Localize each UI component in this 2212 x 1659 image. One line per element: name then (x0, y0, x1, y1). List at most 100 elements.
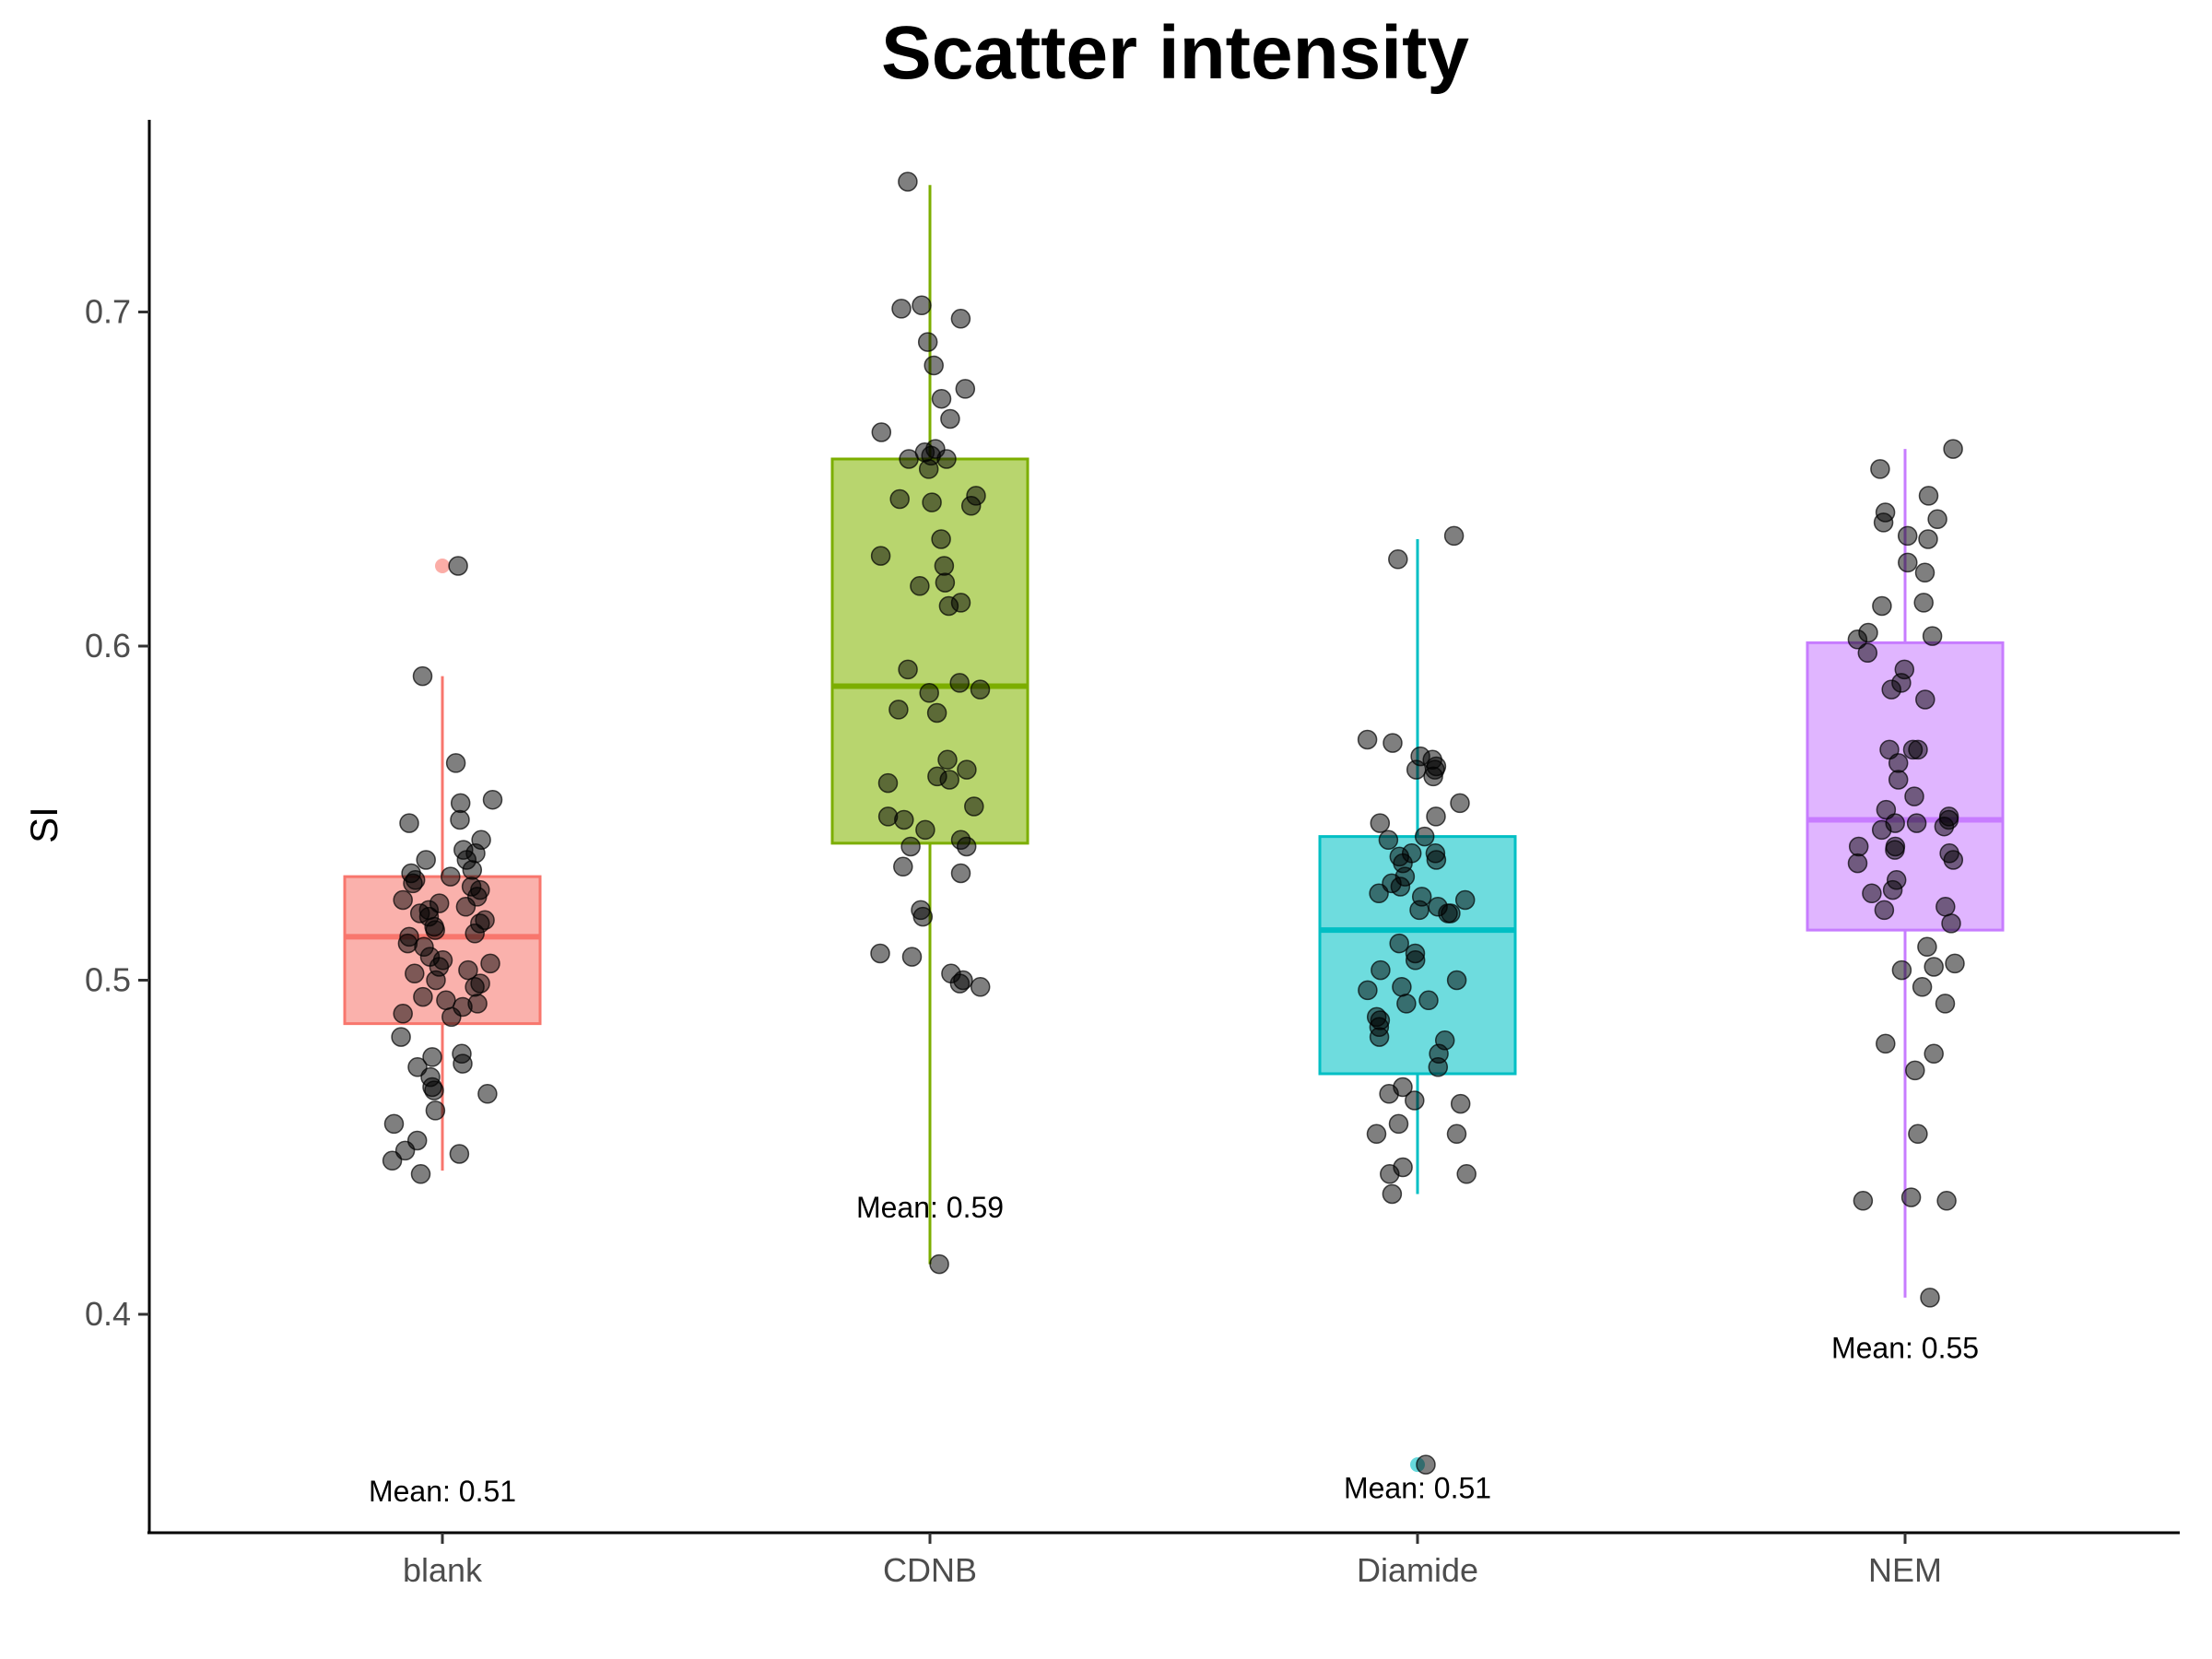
data-point (912, 295, 932, 316)
mean-label: Mean: 0.51 (1344, 1472, 1491, 1505)
data-point (877, 806, 899, 827)
data-point (1382, 733, 1403, 753)
data-point (894, 809, 914, 830)
data-point (1885, 840, 1905, 860)
data-point (931, 529, 951, 549)
data-point (416, 850, 436, 870)
data-point (964, 796, 984, 817)
box-blank (343, 559, 542, 1171)
data-point (1357, 729, 1378, 750)
data-point (1388, 1113, 1409, 1135)
data-point (1389, 933, 1409, 954)
data-point (1450, 793, 1470, 814)
box-nem (1806, 449, 2005, 1298)
data-point (950, 863, 971, 884)
data-point (1936, 1191, 1957, 1211)
data-point (441, 866, 461, 887)
data-point (1454, 889, 1476, 911)
data-point (938, 595, 959, 617)
data-point (1920, 1288, 1940, 1308)
x-axis: blank CDNB Diamide NEM (403, 1533, 1942, 1589)
data-point (1913, 593, 1934, 613)
x-tick-label: NEM (1868, 1551, 1942, 1589)
data-point (889, 488, 910, 510)
data-point (413, 986, 433, 1007)
data-point (950, 309, 971, 329)
data-point (900, 836, 921, 857)
data-point (458, 959, 478, 981)
data-point (919, 683, 939, 703)
data-point (1406, 759, 1427, 780)
data-point (1446, 970, 1467, 991)
data-point (399, 813, 419, 833)
data-point (1871, 819, 1892, 841)
data-point (939, 770, 959, 790)
data-point (424, 1080, 444, 1100)
data-point (898, 659, 918, 680)
data-point (1904, 786, 1924, 806)
data-point (917, 332, 938, 352)
data-point (1945, 953, 1965, 974)
mean-label: Mean: 0.51 (369, 1475, 516, 1508)
data-point (1924, 957, 1944, 977)
data-point (1870, 459, 1890, 479)
data-point (922, 492, 942, 512)
data-point (1396, 994, 1417, 1014)
data-point (893, 856, 913, 877)
data-point (960, 496, 982, 516)
data-point (448, 556, 468, 576)
data-point (1409, 900, 1430, 921)
data-point (1943, 439, 1963, 459)
data-point (924, 355, 944, 376)
data-point (1388, 549, 1408, 570)
data-point (940, 408, 960, 429)
data-point (1915, 689, 1936, 710)
data-point (949, 673, 970, 693)
mean-labels-layer: Mean: 0.51 Mean: 0.59 Mean: 0.51 Mean: 0.55 (369, 1191, 1979, 1508)
data-point (449, 1144, 470, 1164)
data-point (870, 546, 891, 566)
x-tick-label: Diamide (1357, 1551, 1478, 1589)
data-point (455, 897, 477, 917)
data-point (1438, 903, 1458, 924)
data-point (1876, 1033, 1896, 1054)
outlier-point (435, 559, 450, 573)
data-point (937, 749, 958, 771)
data-point (936, 449, 957, 469)
data-point (480, 953, 500, 974)
data-point (1392, 977, 1412, 997)
chart-title: Scatter intensity (881, 11, 1469, 95)
data-point (394, 1140, 416, 1161)
data-point (1873, 512, 1894, 533)
data-point (1446, 1124, 1467, 1145)
data-point (1853, 1191, 1874, 1211)
data-point (412, 665, 433, 687)
data-point (1912, 977, 1933, 997)
data-point (1941, 913, 1961, 934)
data-point (1882, 879, 1903, 900)
data-point (445, 753, 466, 773)
data-point (1906, 813, 1927, 833)
y-tick-label: 0.4 (85, 1295, 131, 1333)
y-axis-title: SI (22, 806, 65, 843)
data-point (1414, 826, 1435, 847)
data-point (1847, 853, 1868, 874)
data-point (870, 943, 890, 964)
data-point (462, 860, 483, 880)
data-point (1848, 836, 1869, 857)
data-point (1370, 813, 1391, 833)
data-point (441, 1006, 462, 1028)
data-point (1450, 1093, 1471, 1114)
data-point (1379, 1084, 1399, 1104)
data-point (1943, 850, 1964, 870)
data-point (397, 933, 418, 954)
data-point (436, 990, 456, 1011)
data-point (383, 1113, 405, 1135)
mean-label: Mean: 0.59 (856, 1191, 1004, 1224)
data-point (1369, 1027, 1390, 1047)
data-point (1456, 1164, 1477, 1184)
data-point (382, 1150, 403, 1171)
data-point (1881, 679, 1901, 700)
